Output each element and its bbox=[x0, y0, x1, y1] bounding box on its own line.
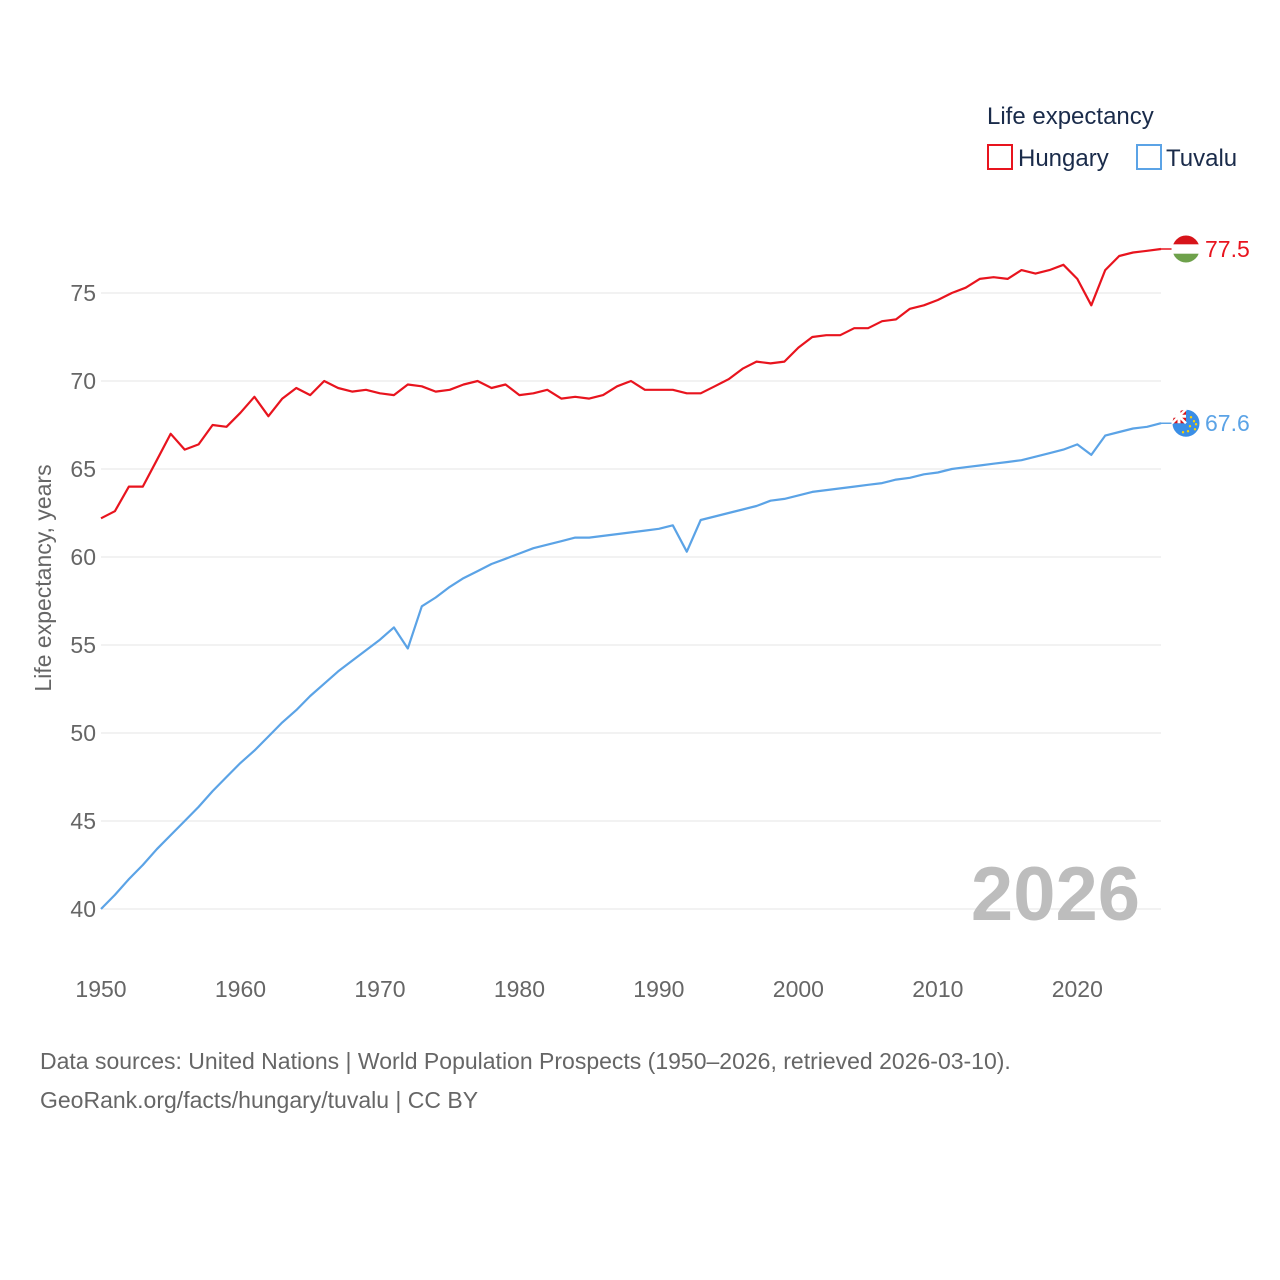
y-tick-label: 60 bbox=[70, 544, 96, 570]
legend-swatch-tuvalu bbox=[1136, 144, 1162, 170]
legend-swatch-hungary bbox=[987, 144, 1013, 170]
x-tick-label: 1950 bbox=[75, 976, 126, 1002]
series-end-markers: 77.5 67.6 bbox=[1161, 234, 1250, 438]
y-tick-label: 70 bbox=[70, 368, 96, 394]
series-line-tuvalu bbox=[100, 422, 1162, 910]
y-axis-ticks: 40 45 50 55 60 65 70 75 bbox=[70, 280, 96, 922]
tuvalu-flag-icon bbox=[1171, 408, 1201, 438]
footer: Data sources: United Nations | World Pop… bbox=[40, 1042, 1240, 1120]
legend-title: Life expectancy bbox=[987, 103, 1154, 130]
y-tick-label: 40 bbox=[70, 896, 96, 922]
series-lines bbox=[100, 247, 1162, 910]
y-tick-label: 75 bbox=[70, 280, 96, 306]
y-tick-label: 45 bbox=[70, 808, 96, 834]
series-line-hungary bbox=[100, 247, 1162, 520]
hungary-flag-icon bbox=[1171, 234, 1201, 264]
x-tick-label: 1980 bbox=[494, 976, 545, 1002]
legend-label-hungary: Hungary bbox=[1018, 145, 1109, 172]
y-tick-label: 50 bbox=[70, 720, 96, 746]
end-value-label-hungary: 77.5 bbox=[1205, 236, 1250, 262]
legend: Life expectancy Hungary Tuvalu bbox=[987, 103, 1237, 172]
data-sources-note: Data sources: United Nations | World Pop… bbox=[40, 1048, 1011, 1074]
attribution-link[interactable]: GeoRank.org/facts/hungary/tuvalu | CC BY bbox=[40, 1087, 479, 1113]
end-value-label-tuvalu: 67.6 bbox=[1205, 410, 1250, 436]
y-tick-label: 55 bbox=[70, 632, 96, 658]
legend-item-tuvalu[interactable]: Tuvalu bbox=[1136, 144, 1237, 172]
gridlines bbox=[101, 292, 1161, 910]
x-tick-label: 1970 bbox=[354, 976, 405, 1002]
legend-label-tuvalu: Tuvalu bbox=[1166, 145, 1237, 172]
year-watermark: 2026 bbox=[971, 852, 1140, 937]
x-tick-label: 2000 bbox=[773, 976, 824, 1002]
x-tick-label: 2010 bbox=[912, 976, 963, 1002]
y-axis-label: Life expectancy, years bbox=[30, 464, 56, 691]
line-chart: 40 45 50 55 60 65 70 75 1950 1960 1970 1980 1990 200… bbox=[30, 103, 1250, 1002]
x-tick-label: 1990 bbox=[633, 976, 684, 1002]
y-tick-label: 65 bbox=[70, 456, 96, 482]
x-tick-label: 2020 bbox=[1052, 976, 1103, 1002]
x-tick-label: 1960 bbox=[215, 976, 266, 1002]
legend-item-hungary[interactable]: Hungary bbox=[987, 144, 1109, 172]
x-axis-ticks: 1950 1960 1970 1980 1990 2000 2010 2020 bbox=[75, 976, 1102, 1002]
